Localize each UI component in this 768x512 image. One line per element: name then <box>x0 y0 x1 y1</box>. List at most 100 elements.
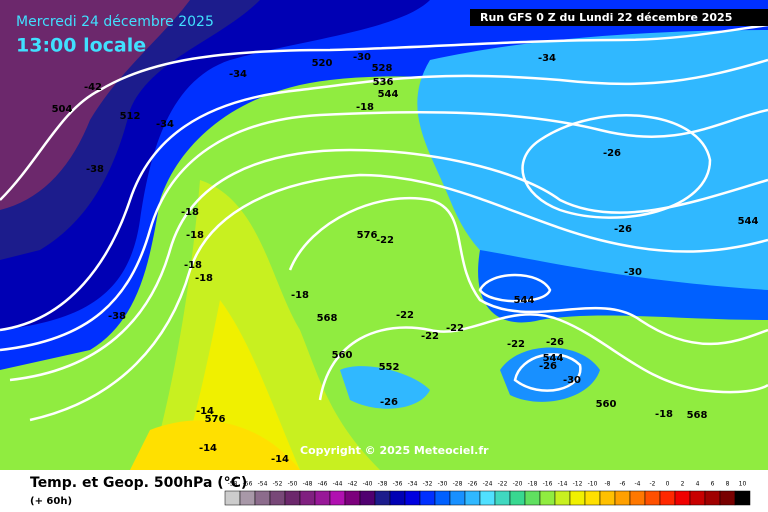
legend-label: 4 <box>696 481 700 488</box>
contour-label: -18 <box>186 230 204 241</box>
legend-label: -52 <box>273 481 283 488</box>
legend-swatch <box>539 490 556 506</box>
contour-label: 560 <box>596 399 617 410</box>
contour-label: -14 <box>199 443 217 454</box>
legend-swatch <box>719 490 736 506</box>
run-info: Run GFS 0 Z du Lundi 22 décembre 2025 <box>480 11 732 24</box>
legend-label: -22 <box>498 481 508 488</box>
contour-label: -26 <box>539 361 557 372</box>
contour-label: 568 <box>317 313 338 324</box>
legend-label: -34 <box>408 481 418 488</box>
legend-swatch <box>299 490 316 506</box>
legend-label: -28 <box>453 481 463 488</box>
contour-label: -14 <box>196 406 214 417</box>
contour-label: -18 <box>184 260 202 271</box>
legend-label: -14 <box>558 481 568 488</box>
legend-label: -10 <box>588 481 598 488</box>
legend-label: -18 <box>528 481 538 488</box>
forecast-time: 13:00 locale <box>16 35 146 57</box>
contour-label: -38 <box>86 164 104 175</box>
contour-label: 544 <box>378 89 399 100</box>
legend-label: -40 <box>363 481 373 488</box>
legend-label: -24 <box>483 481 493 488</box>
contour-label: 520 <box>312 58 333 69</box>
contour-label: -26 <box>614 224 632 235</box>
legend-swatch <box>689 490 706 506</box>
legend-swatch <box>629 490 646 506</box>
geopotential-contours <box>0 23 768 422</box>
legend-swatch <box>704 490 721 506</box>
contour-labels: -42504512-34520-30528536544-18-34-38-34-… <box>52 52 759 465</box>
legend-label: 6 <box>711 481 715 488</box>
legend-swatch <box>659 490 676 506</box>
legend-swatch <box>464 490 481 506</box>
legend-swatch <box>479 490 496 506</box>
legend-label: -32 <box>423 481 433 488</box>
contour-label: 560 <box>332 350 353 361</box>
legend-swatch <box>254 490 271 506</box>
contour-label: -22 <box>507 339 525 350</box>
footer-title: Temp. et Geop. 500hPa (°C) <box>30 475 247 491</box>
contour-label: -38 <box>108 311 126 322</box>
temperature-field <box>0 0 768 470</box>
legend-label: 2 <box>681 481 685 488</box>
legend-swatch <box>644 490 661 506</box>
legend-label: -30 <box>438 481 448 488</box>
contour-label: -26 <box>380 397 398 408</box>
color-legend: -58 -56 -54 -52 -50 -48 -46 -44 -42 -40 -38 -36 -34-… <box>224 481 751 506</box>
contour-label: 544 <box>543 353 564 364</box>
legend-swatch <box>404 490 421 506</box>
legend-swatch <box>734 490 751 506</box>
contour-label: -18 <box>195 273 213 284</box>
legend-label: 0 <box>666 481 670 488</box>
legend-swatch <box>524 490 541 506</box>
legend-swatch <box>554 490 571 506</box>
legend-swatch <box>599 490 616 506</box>
contour-label: -34 <box>229 69 247 80</box>
legend-label: -16 <box>543 481 553 488</box>
legend-label: -36 <box>393 481 403 488</box>
contour-label: 528 <box>372 63 393 74</box>
contour-label: -22 <box>446 323 464 334</box>
legend-label: -20 <box>513 481 523 488</box>
contour-label: 576 <box>205 414 226 425</box>
legend-swatch <box>569 490 586 506</box>
contour-label: -26 <box>603 148 621 159</box>
contour-label: 544 <box>514 295 535 306</box>
contour-label: -30 <box>353 52 371 63</box>
contour-label: -18 <box>181 207 199 218</box>
legend-swatch <box>494 490 511 506</box>
legend-label: 10 <box>739 481 747 488</box>
legend-label: -8 <box>605 481 611 488</box>
legend-swatch <box>239 490 256 506</box>
run-banner <box>470 9 768 26</box>
contour-label: -18 <box>655 409 673 420</box>
legend-swatch <box>344 490 361 506</box>
contour-label: -22 <box>421 331 439 342</box>
contour-label: -34 <box>156 119 174 130</box>
legend-label: -58 <box>228 481 238 488</box>
legend-swatch <box>374 490 391 506</box>
legend-label: -56 <box>243 481 253 488</box>
legend-label: -54 <box>258 481 268 488</box>
legend-swatch <box>269 490 286 506</box>
contour-label: -22 <box>396 310 414 321</box>
contour-label: -18 <box>356 102 374 113</box>
legend-swatch <box>419 490 436 506</box>
contour-label: 512 <box>120 111 141 122</box>
contour-label: 568 <box>687 410 708 421</box>
contour-label: 544 <box>738 216 759 227</box>
contour-label: 576 <box>357 230 378 241</box>
forecast-date: Mercredi 24 décembre 2025 <box>16 14 214 30</box>
legend-swatch <box>614 490 631 506</box>
legend-swatch <box>359 490 376 506</box>
contour-label: 504 <box>52 104 73 115</box>
legend-swatch <box>434 490 451 506</box>
legend-swatch <box>284 490 301 506</box>
legend-swatch <box>674 490 691 506</box>
legend-swatch <box>389 490 406 506</box>
legend-label: -38 <box>378 481 388 488</box>
legend-swatch <box>314 490 331 506</box>
contour-label: -26 <box>546 337 564 348</box>
